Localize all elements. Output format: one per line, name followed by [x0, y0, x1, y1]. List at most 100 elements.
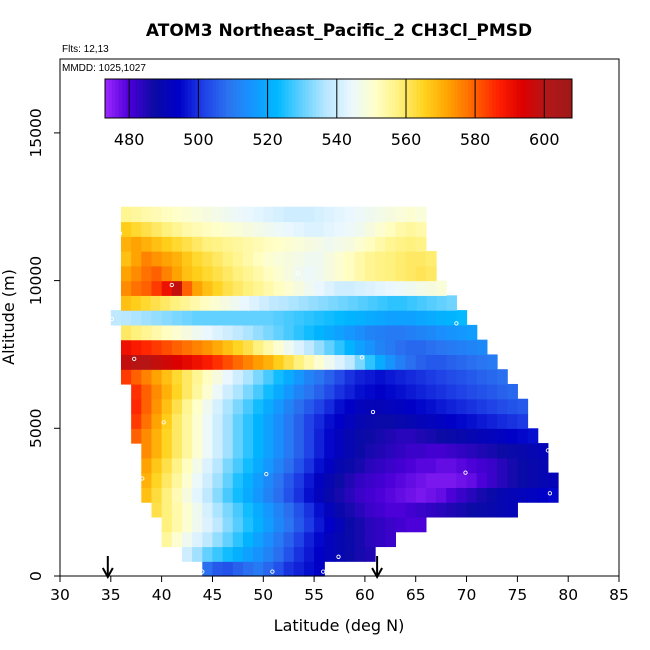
heatmap-cell — [344, 502, 356, 518]
heatmap-cell — [375, 502, 386, 518]
colorbar-segment — [281, 79, 286, 118]
x-tick-label: 50 — [253, 586, 273, 604]
heatmap-cell — [202, 516, 214, 533]
heatmap-cell — [120, 221, 132, 237]
colorbar-segment — [426, 79, 431, 118]
heatmap-cell — [242, 502, 254, 518]
heatmap-cell — [415, 398, 427, 415]
track-point — [463, 470, 468, 475]
colorbar-segment — [468, 79, 473, 118]
heatmap-cell — [416, 295, 428, 311]
colorbar-segment — [170, 79, 175, 118]
heatmap-cell — [497, 413, 508, 429]
heatmap-cell — [141, 324, 153, 341]
colorbar-segment — [215, 79, 220, 118]
heatmap-cell — [212, 443, 224, 459]
heatmap-cell — [212, 236, 224, 252]
heatmap-cell — [263, 383, 275, 400]
heatmap-cell — [375, 531, 386, 548]
dates-note: MMDD: 1025,1027 — [62, 63, 146, 74]
heatmap-cell — [405, 457, 417, 474]
colorbar-segment — [333, 79, 338, 118]
heatmap-cell — [364, 206, 376, 223]
heatmap-cell — [293, 472, 305, 488]
heatmap-cell — [344, 369, 356, 385]
colorbar-segment — [125, 79, 130, 118]
heatmap-cell — [446, 457, 457, 474]
colorbar-segment — [246, 79, 251, 118]
heatmap-cell — [263, 324, 275, 341]
heatmap-cell — [303, 457, 315, 474]
heatmap-cell — [222, 428, 234, 444]
colorbar-segment — [554, 79, 559, 118]
heatmap-cell — [171, 236, 183, 252]
heatmap-cell — [547, 487, 559, 503]
colorbar-segment — [309, 79, 314, 118]
heatmap-cell — [385, 236, 396, 252]
colorbar-segment — [347, 79, 352, 118]
heatmap-cell — [181, 280, 193, 296]
heatmap-cell — [415, 206, 427, 223]
heatmap-cell — [120, 295, 132, 311]
colorbar-segment — [129, 79, 134, 118]
heatmap-cell — [263, 413, 275, 429]
heatmap-cell — [364, 546, 376, 562]
heatmap-cell — [466, 502, 478, 518]
heatmap-cell — [385, 280, 396, 296]
colorbar-segment — [291, 79, 296, 118]
heatmap-cell — [415, 236, 427, 252]
heatmap-cell — [364, 236, 376, 252]
arrow-head — [371, 567, 383, 580]
colorbar-segment — [316, 79, 320, 118]
heatmap-cell — [171, 324, 183, 341]
colorbar-segment — [461, 79, 466, 118]
heatmap-cell — [375, 221, 386, 237]
heatmap-cell — [324, 428, 336, 444]
colorbar-segment — [105, 79, 109, 118]
heatmap-cell — [232, 457, 244, 474]
heatmap-cell — [202, 236, 214, 252]
heatmap-cell — [253, 413, 264, 429]
heatmap-cell — [385, 265, 396, 282]
heatmap-cell — [131, 280, 142, 296]
heatmap-cell — [283, 428, 295, 444]
heatmap-cell — [293, 369, 305, 385]
colorbar-segment — [558, 79, 563, 118]
heatmap-cell — [192, 443, 203, 459]
heatmap-cell — [395, 324, 407, 341]
heatmap-cell — [328, 295, 339, 311]
colorbar-segment — [208, 79, 213, 118]
heatmap-cell — [298, 295, 310, 311]
heatmap-cell — [181, 221, 193, 237]
heatmap-cell — [232, 265, 244, 282]
colorbar-segment — [405, 79, 410, 118]
heatmap-cell — [354, 472, 366, 488]
heatmap-cell — [161, 339, 173, 356]
heatmap-cell — [405, 413, 417, 429]
heatmap-cell — [202, 413, 214, 429]
heatmap-cell — [242, 369, 254, 385]
heatmap-cell — [232, 383, 244, 400]
heatmap-cell — [181, 531, 193, 548]
heatmap-cell — [202, 280, 214, 296]
colorbar-segment — [464, 79, 469, 118]
heatmap-cell — [357, 295, 369, 311]
heatmap-cell — [232, 221, 244, 237]
heatmap-cell — [364, 398, 376, 415]
heatmap-cell — [407, 295, 418, 311]
colorbar-segment — [457, 79, 462, 118]
heatmap-cell — [354, 221, 366, 237]
heatmap-cell — [354, 265, 366, 282]
heatmap-cell — [161, 413, 173, 429]
heatmap-cell — [253, 487, 264, 503]
heatmap-cell — [242, 236, 254, 252]
x-tick-label: 65 — [406, 586, 426, 604]
heatmap-cell — [110, 310, 122, 326]
heatmap-cell — [293, 546, 305, 562]
heatmap-cell — [303, 310, 315, 326]
heatmap-cell — [497, 428, 508, 444]
colorbar-segment — [520, 79, 525, 118]
colorbar-tick-label: 600 — [529, 130, 560, 149]
heatmap-cell — [476, 487, 488, 503]
heatmap-cell — [242, 324, 254, 341]
